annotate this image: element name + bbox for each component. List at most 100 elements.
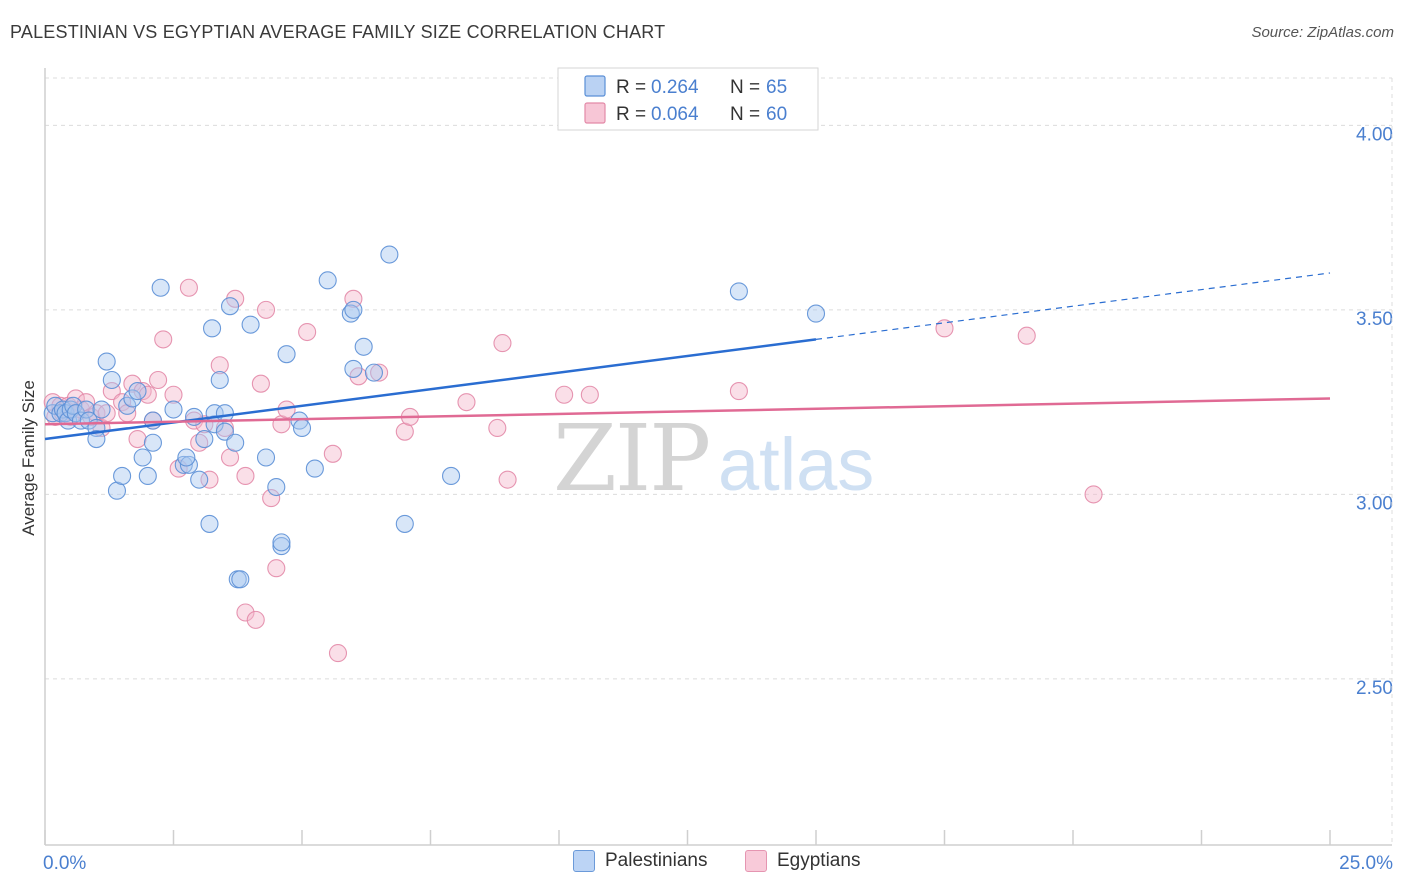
y-axis-label: Average Family Size (19, 380, 38, 536)
legend-r-value: 0.064 (651, 104, 699, 125)
data-point-palestinians (267, 477, 286, 497)
data-point-egyptians (236, 466, 255, 486)
data-point-palestinians (97, 352, 116, 371)
data-point-palestinians (729, 282, 748, 301)
data-point-palestinians (174, 455, 193, 474)
data-point-egyptians (488, 418, 507, 438)
legend-n-label: N = (730, 104, 760, 125)
legend-item-egyptians[interactable]: Egyptians (745, 850, 860, 872)
data-point-palestinians (354, 337, 373, 356)
data-point-palestinians (77, 400, 96, 419)
data-point-palestinians (442, 466, 461, 486)
data-point-palestinians (185, 407, 204, 426)
data-point-palestinians (215, 422, 234, 441)
data-point-palestinians (272, 533, 291, 552)
y-tick-label: 3.50 (1356, 309, 1393, 330)
data-point-palestinians (215, 404, 234, 423)
data-point-palestinians (292, 418, 312, 438)
data-point-palestinians (220, 297, 240, 316)
data-point-palestinians (290, 411, 309, 430)
legend-swatch-pink (745, 850, 767, 872)
trend-line-palestinians-extrapolated (815, 272, 1331, 340)
data-point-palestinians (151, 278, 170, 297)
data-point-egyptians (580, 385, 599, 404)
legend-r-value: 0.264 (651, 77, 699, 98)
data-point-egyptians (370, 363, 389, 382)
y-tick-label: 2.50 (1356, 678, 1393, 699)
bottom-legend: Palestinians Egyptians (0, 850, 1406, 878)
data-point-palestinians (806, 304, 826, 323)
data-point-egyptians (298, 322, 317, 342)
data-point-palestinians (43, 404, 62, 423)
data-point-egyptians (66, 389, 85, 408)
legend-label-egyptians: Egyptians (777, 850, 861, 871)
legend-swatch-blue (584, 75, 606, 97)
data-point-egyptians (262, 489, 281, 508)
legend-n-label: N = (730, 77, 760, 98)
data-point-palestinians (305, 459, 324, 478)
watermark-zip: ZIP (553, 405, 709, 512)
x-tick-label-max: 25.0% (1339, 853, 1393, 874)
data-point-palestinians (344, 359, 363, 378)
data-point-egyptians (323, 444, 342, 463)
data-point-palestinians (138, 466, 157, 486)
data-point-palestinians (128, 382, 147, 401)
data-point-palestinians (87, 429, 106, 449)
data-point-palestinians (241, 315, 260, 334)
data-point-egyptians (555, 385, 574, 404)
legend-r-label: R = (616, 104, 646, 125)
data-point-egyptians (210, 356, 229, 375)
data-point-palestinians (364, 363, 384, 382)
legend-r-label: R = (616, 77, 646, 98)
data-point-egyptians (1017, 326, 1036, 345)
data-point-palestinians (231, 570, 250, 589)
legend-swatch-pink (584, 102, 606, 124)
legend-label-palestinians: Palestinians (605, 850, 708, 871)
chart-title: PALESTINIAN VS EGYPTIAN AVERAGE FAMILY S… (10, 22, 666, 42)
data-point-palestinians (79, 411, 98, 430)
data-point-egyptians (256, 300, 276, 319)
data-point-egyptians (328, 644, 348, 663)
data-point-egyptians (179, 278, 198, 297)
data-point-palestinians (143, 433, 162, 452)
data-point-egyptians (251, 374, 270, 393)
data-point-egyptians (154, 330, 173, 349)
data-point-palestinians (277, 345, 296, 364)
data-point-egyptians (246, 610, 265, 629)
data-point-egyptians (164, 385, 183, 404)
data-point-palestinians (190, 470, 209, 489)
data-point-palestinians (226, 433, 245, 452)
data-point-egyptians (493, 334, 512, 353)
data-point-egyptians (200, 470, 219, 489)
data-point-palestinians (133, 448, 152, 467)
data-point-palestinians (200, 514, 219, 533)
trend-line-egyptians (44, 397, 1331, 426)
data-point-egyptians (149, 370, 168, 390)
data-point-palestinians (102, 370, 121, 390)
y-tick-label: 3.00 (1356, 493, 1393, 514)
legend-n-value: 65 (766, 77, 787, 98)
data-point-palestinians (179, 455, 198, 474)
data-point-egyptians (138, 385, 157, 404)
data-point-palestinians (395, 514, 414, 533)
legend-item-palestinians[interactable]: Palestinians (573, 850, 707, 872)
data-point-egyptians (935, 319, 954, 338)
data-point-palestinians (344, 300, 363, 319)
x-tick-label-min: 0.0% (43, 853, 86, 874)
data-point-palestinians (164, 400, 183, 419)
data-point-palestinians (256, 448, 276, 467)
data-point-palestinians (380, 245, 399, 264)
source-label: Source: ZipAtlas.com (1251, 24, 1394, 41)
data-point-palestinians (177, 448, 196, 467)
data-point-egyptians (729, 382, 748, 401)
data-point-egyptians (267, 559, 286, 578)
watermark-atlas: atlas (718, 423, 874, 506)
data-point-palestinians (92, 400, 111, 419)
y-tick-label: 4.00 (1356, 124, 1393, 145)
legend-swatch-blue (573, 850, 595, 872)
data-point-palestinians (203, 319, 222, 338)
data-point-egyptians (128, 429, 147, 449)
data-point-egyptians (457, 393, 476, 412)
data-point-palestinians (113, 466, 132, 486)
